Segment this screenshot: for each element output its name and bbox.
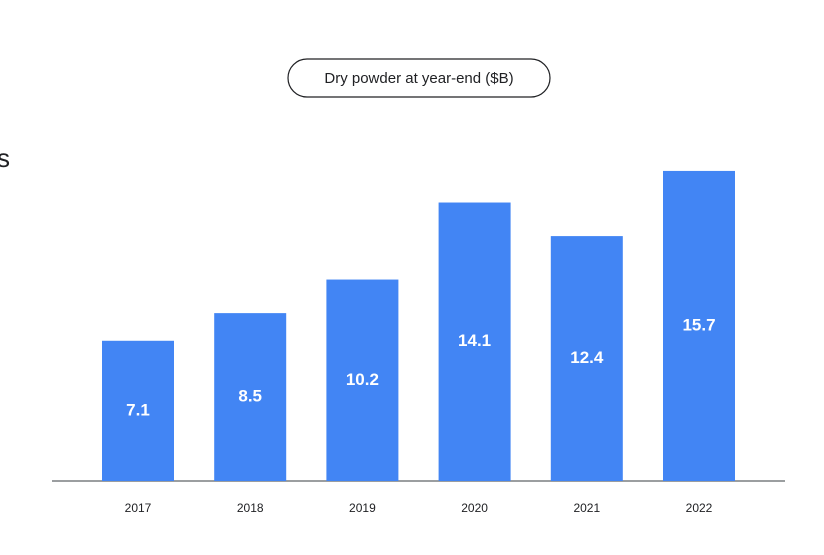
x-tick-label: 2018 (237, 501, 264, 515)
bar (663, 170, 735, 482)
value-label: 12.4 (570, 348, 604, 367)
bar (438, 202, 511, 481)
x-tick-label: 2021 (573, 501, 600, 515)
x-tick-label: 2022 (686, 501, 713, 515)
clipped-text: s (0, 143, 10, 173)
chart-title: Dry powder at year-end ($B) (324, 70, 513, 87)
x-tick-label: 2017 (125, 501, 152, 515)
x-tick-label: 2019 (349, 501, 376, 515)
value-label: 10.2 (346, 370, 379, 389)
title-pill (287, 58, 551, 98)
value-label: 7.1 (126, 400, 150, 419)
bar (102, 340, 174, 481)
bar (326, 279, 399, 481)
bar (550, 236, 623, 481)
value-label: 8.5 (238, 387, 262, 406)
bar (214, 313, 287, 481)
value-label: 15.7 (682, 315, 715, 334)
value-label: 14.1 (458, 331, 491, 350)
x-tick-label: 2020 (461, 501, 488, 515)
